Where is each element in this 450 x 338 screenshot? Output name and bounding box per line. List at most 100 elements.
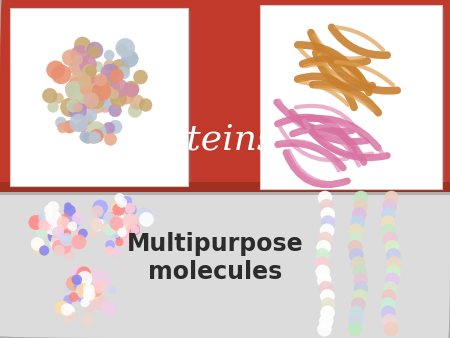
Circle shape bbox=[104, 91, 119, 105]
Bar bbox=[208, 0, 221, 338]
Circle shape bbox=[315, 248, 329, 262]
Circle shape bbox=[92, 280, 106, 293]
Circle shape bbox=[384, 322, 398, 336]
Bar bbox=[52, 0, 65, 338]
Circle shape bbox=[84, 298, 98, 312]
Circle shape bbox=[124, 216, 138, 231]
Circle shape bbox=[122, 217, 129, 224]
Circle shape bbox=[110, 217, 124, 230]
Circle shape bbox=[61, 304, 73, 315]
Bar bbox=[182, 0, 195, 338]
Circle shape bbox=[109, 69, 123, 82]
Bar bbox=[0, 192, 450, 195]
Circle shape bbox=[72, 89, 87, 104]
Circle shape bbox=[90, 285, 102, 297]
Circle shape bbox=[53, 229, 60, 236]
Circle shape bbox=[122, 214, 138, 228]
Circle shape bbox=[64, 205, 76, 216]
Circle shape bbox=[120, 222, 127, 229]
Circle shape bbox=[116, 214, 124, 222]
Bar bbox=[260, 0, 273, 338]
Circle shape bbox=[321, 208, 335, 221]
Circle shape bbox=[102, 75, 116, 89]
Circle shape bbox=[64, 282, 77, 295]
Circle shape bbox=[351, 297, 365, 312]
Circle shape bbox=[117, 197, 127, 208]
Circle shape bbox=[53, 93, 63, 103]
Circle shape bbox=[58, 123, 68, 133]
Circle shape bbox=[60, 233, 73, 246]
Bar bbox=[0, 0, 450, 192]
Circle shape bbox=[100, 223, 110, 233]
Circle shape bbox=[348, 232, 362, 246]
Circle shape bbox=[94, 87, 104, 97]
Circle shape bbox=[382, 208, 396, 221]
Circle shape bbox=[70, 95, 88, 113]
Circle shape bbox=[351, 216, 364, 230]
Circle shape bbox=[109, 64, 118, 73]
Circle shape bbox=[83, 295, 93, 305]
Circle shape bbox=[84, 284, 94, 295]
Circle shape bbox=[76, 290, 90, 304]
Circle shape bbox=[348, 240, 362, 254]
Circle shape bbox=[98, 301, 106, 309]
Text: Multipurpose
molecules: Multipurpose molecules bbox=[127, 232, 303, 284]
Circle shape bbox=[89, 82, 108, 102]
Circle shape bbox=[94, 87, 104, 97]
Circle shape bbox=[382, 289, 396, 304]
Circle shape bbox=[62, 310, 75, 322]
Circle shape bbox=[99, 91, 116, 108]
Circle shape bbox=[115, 220, 130, 235]
Circle shape bbox=[381, 306, 395, 320]
Circle shape bbox=[111, 202, 121, 212]
Circle shape bbox=[29, 215, 43, 230]
Circle shape bbox=[104, 133, 117, 145]
Circle shape bbox=[77, 288, 92, 303]
Circle shape bbox=[74, 92, 86, 105]
Circle shape bbox=[383, 281, 397, 295]
Circle shape bbox=[64, 202, 72, 210]
Circle shape bbox=[114, 227, 127, 241]
Circle shape bbox=[354, 191, 368, 205]
Circle shape bbox=[67, 100, 79, 112]
Circle shape bbox=[38, 219, 51, 232]
Circle shape bbox=[138, 208, 152, 223]
Circle shape bbox=[117, 226, 129, 239]
Circle shape bbox=[96, 127, 106, 138]
Circle shape bbox=[63, 121, 76, 133]
Circle shape bbox=[124, 83, 139, 97]
Circle shape bbox=[387, 257, 401, 271]
Circle shape bbox=[81, 87, 96, 101]
Circle shape bbox=[348, 314, 362, 328]
Circle shape bbox=[31, 237, 44, 250]
Circle shape bbox=[384, 191, 398, 205]
Circle shape bbox=[113, 225, 123, 235]
Circle shape bbox=[70, 72, 87, 90]
Circle shape bbox=[111, 59, 129, 78]
Circle shape bbox=[116, 38, 135, 57]
Circle shape bbox=[103, 122, 115, 134]
Bar bbox=[416, 0, 429, 338]
Bar bbox=[78, 0, 91, 338]
Circle shape bbox=[383, 232, 397, 246]
Circle shape bbox=[353, 265, 367, 279]
Circle shape bbox=[47, 211, 63, 226]
Circle shape bbox=[90, 129, 104, 143]
Circle shape bbox=[52, 241, 65, 254]
Circle shape bbox=[123, 81, 139, 97]
Circle shape bbox=[108, 84, 118, 95]
Circle shape bbox=[125, 203, 135, 214]
Circle shape bbox=[91, 81, 106, 97]
Circle shape bbox=[50, 238, 61, 249]
Circle shape bbox=[121, 216, 128, 223]
Circle shape bbox=[44, 217, 52, 225]
Circle shape bbox=[90, 95, 104, 109]
Circle shape bbox=[65, 306, 75, 316]
Circle shape bbox=[68, 281, 77, 290]
Circle shape bbox=[45, 205, 53, 214]
Circle shape bbox=[52, 223, 64, 235]
Circle shape bbox=[72, 212, 85, 224]
Circle shape bbox=[68, 86, 81, 100]
Circle shape bbox=[350, 306, 364, 320]
Circle shape bbox=[105, 242, 113, 250]
